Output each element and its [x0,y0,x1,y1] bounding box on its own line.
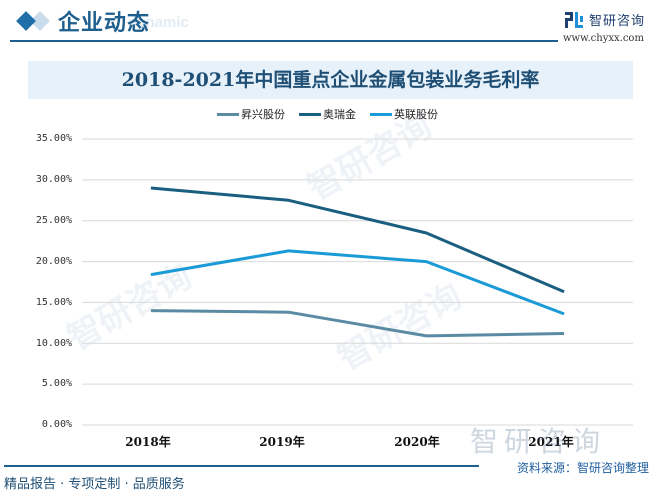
header-divider [10,40,558,42]
chart-title: 2018-2021年中国重点企业金属包装业务毛利率 [121,69,540,91]
y-tick-label: 15.00% [35,297,72,308]
y-tick-label: 20.00% [35,256,72,267]
brand-name: 智研咨询 [589,14,646,29]
x-tick-label: 2021年 [528,435,574,449]
gridlines [82,138,633,426]
series-line [150,249,565,316]
y-tick-label: 0.00% [41,419,72,430]
legend-item: 奥瑞金 [299,106,356,122]
brand-url: www.chyxx.com [563,33,644,44]
x-tick-label: 2019年 [259,435,305,449]
series-line [150,186,565,294]
y-tick-label: 25.00% [35,215,72,226]
legend-swatch [370,112,392,116]
y-tick-label: 35.00% [35,133,72,144]
legend-item: 英联股份 [370,106,438,122]
x-tick-label: 2020年 [394,435,440,449]
section-title: 企业动态 [58,10,151,36]
y-tick-label: 5.00% [41,378,72,389]
section-subtitle: dynamic [128,14,189,31]
y-tick-label: 10.00% [35,338,72,349]
header: dynamic 企业动态 智研咨询 www.chyxx.com [0,0,655,50]
legend-label: 昇兴股份 [241,108,285,121]
brand: 智研咨询 [565,10,645,29]
legend-swatch [299,112,321,116]
footer-divider [4,465,479,467]
x-tick-label: 2018年 [125,435,171,449]
brand-logo-icon [565,11,583,28]
legend-label: 英联股份 [394,108,438,121]
data-source: 资料来源：智研咨询整理 [516,461,649,475]
legend-label: 奥瑞金 [323,108,356,121]
chart-title-band: 2018-2021年中国重点企业金属包装业务毛利率 [28,61,633,99]
footer-tagline: 精品报告 · 专项定制 · 品质服务 [4,477,185,492]
series-line [150,309,565,338]
y-tick-label: 30.00% [35,174,72,185]
legend-item: 昇兴股份 [217,106,285,122]
series-lines [150,186,565,338]
legend-swatch [217,112,239,116]
chart-legend: 昇兴股份 奥瑞金 英联股份 [0,106,655,122]
